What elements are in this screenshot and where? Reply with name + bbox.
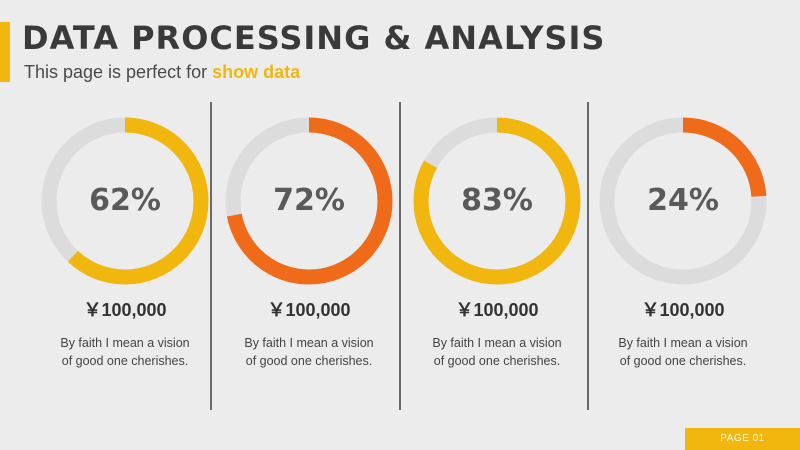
page-subtitle: This page is perfect for show data [24,62,300,83]
description-line: By faith I mean a vision [244,336,374,350]
description-line: By faith I mean a vision [618,336,748,350]
metric-amount: ￥100,000 [83,300,167,320]
gauge-arc [413,117,581,285]
page-title: DATA PROCESSING & ANALYSIS [22,19,606,57]
donut-gauge: 24% [598,116,768,286]
column-divider [399,102,401,410]
column-divider [587,102,589,410]
metric-amount: ￥100,000 [641,300,725,320]
metric-amount: ￥100,000 [267,300,351,320]
gauge-percent: 83% [461,183,533,218]
description-line: of good one cherishes. [61,354,189,368]
gauge-percent: 24% [647,183,719,218]
description-line: By faith I mean a vision [60,336,190,350]
donut-gauge: 62% [40,116,210,286]
gauge-percent: 62% [89,183,161,218]
description-line: of good one cherishes. [433,354,561,368]
donut-gauge: 72% [224,116,394,286]
metric-card: 72% ￥100,000 By faith I mean a vision of… [214,110,404,370]
metric-description: By faith I mean a vision of good one che… [412,334,582,370]
description-line: By faith I mean a vision [432,336,562,350]
description-line: of good one cherishes. [245,354,373,368]
gauge-percent: 72% [273,183,345,218]
metric-description: By faith I mean a vision of good one che… [224,334,394,370]
gauge-arc [599,117,767,285]
subtitle-highlight: show data [212,62,301,82]
metric-card: 62% ￥100,000 By faith I mean a vision of… [30,110,220,370]
metric-amount: ￥100,000 [455,300,539,320]
gauge-arc [41,117,209,285]
description-line: of good one cherishes. [619,354,747,368]
metric-description: By faith I mean a vision of good one che… [598,334,768,370]
subtitle-text: This page is perfect for [24,62,213,82]
metric-card: 24% ￥100,000 By faith I mean a vision of… [588,110,778,370]
metric-card: 83% ￥100,000 By faith I mean a vision of… [402,110,592,370]
metric-description: By faith I mean a vision of good one che… [40,334,210,370]
page-number-badge: PAGE 01 [685,428,800,450]
donut-gauge: 83% [412,116,582,286]
gauge-arc [225,117,393,285]
column-divider [210,102,212,410]
title-accent-bar [0,22,10,82]
